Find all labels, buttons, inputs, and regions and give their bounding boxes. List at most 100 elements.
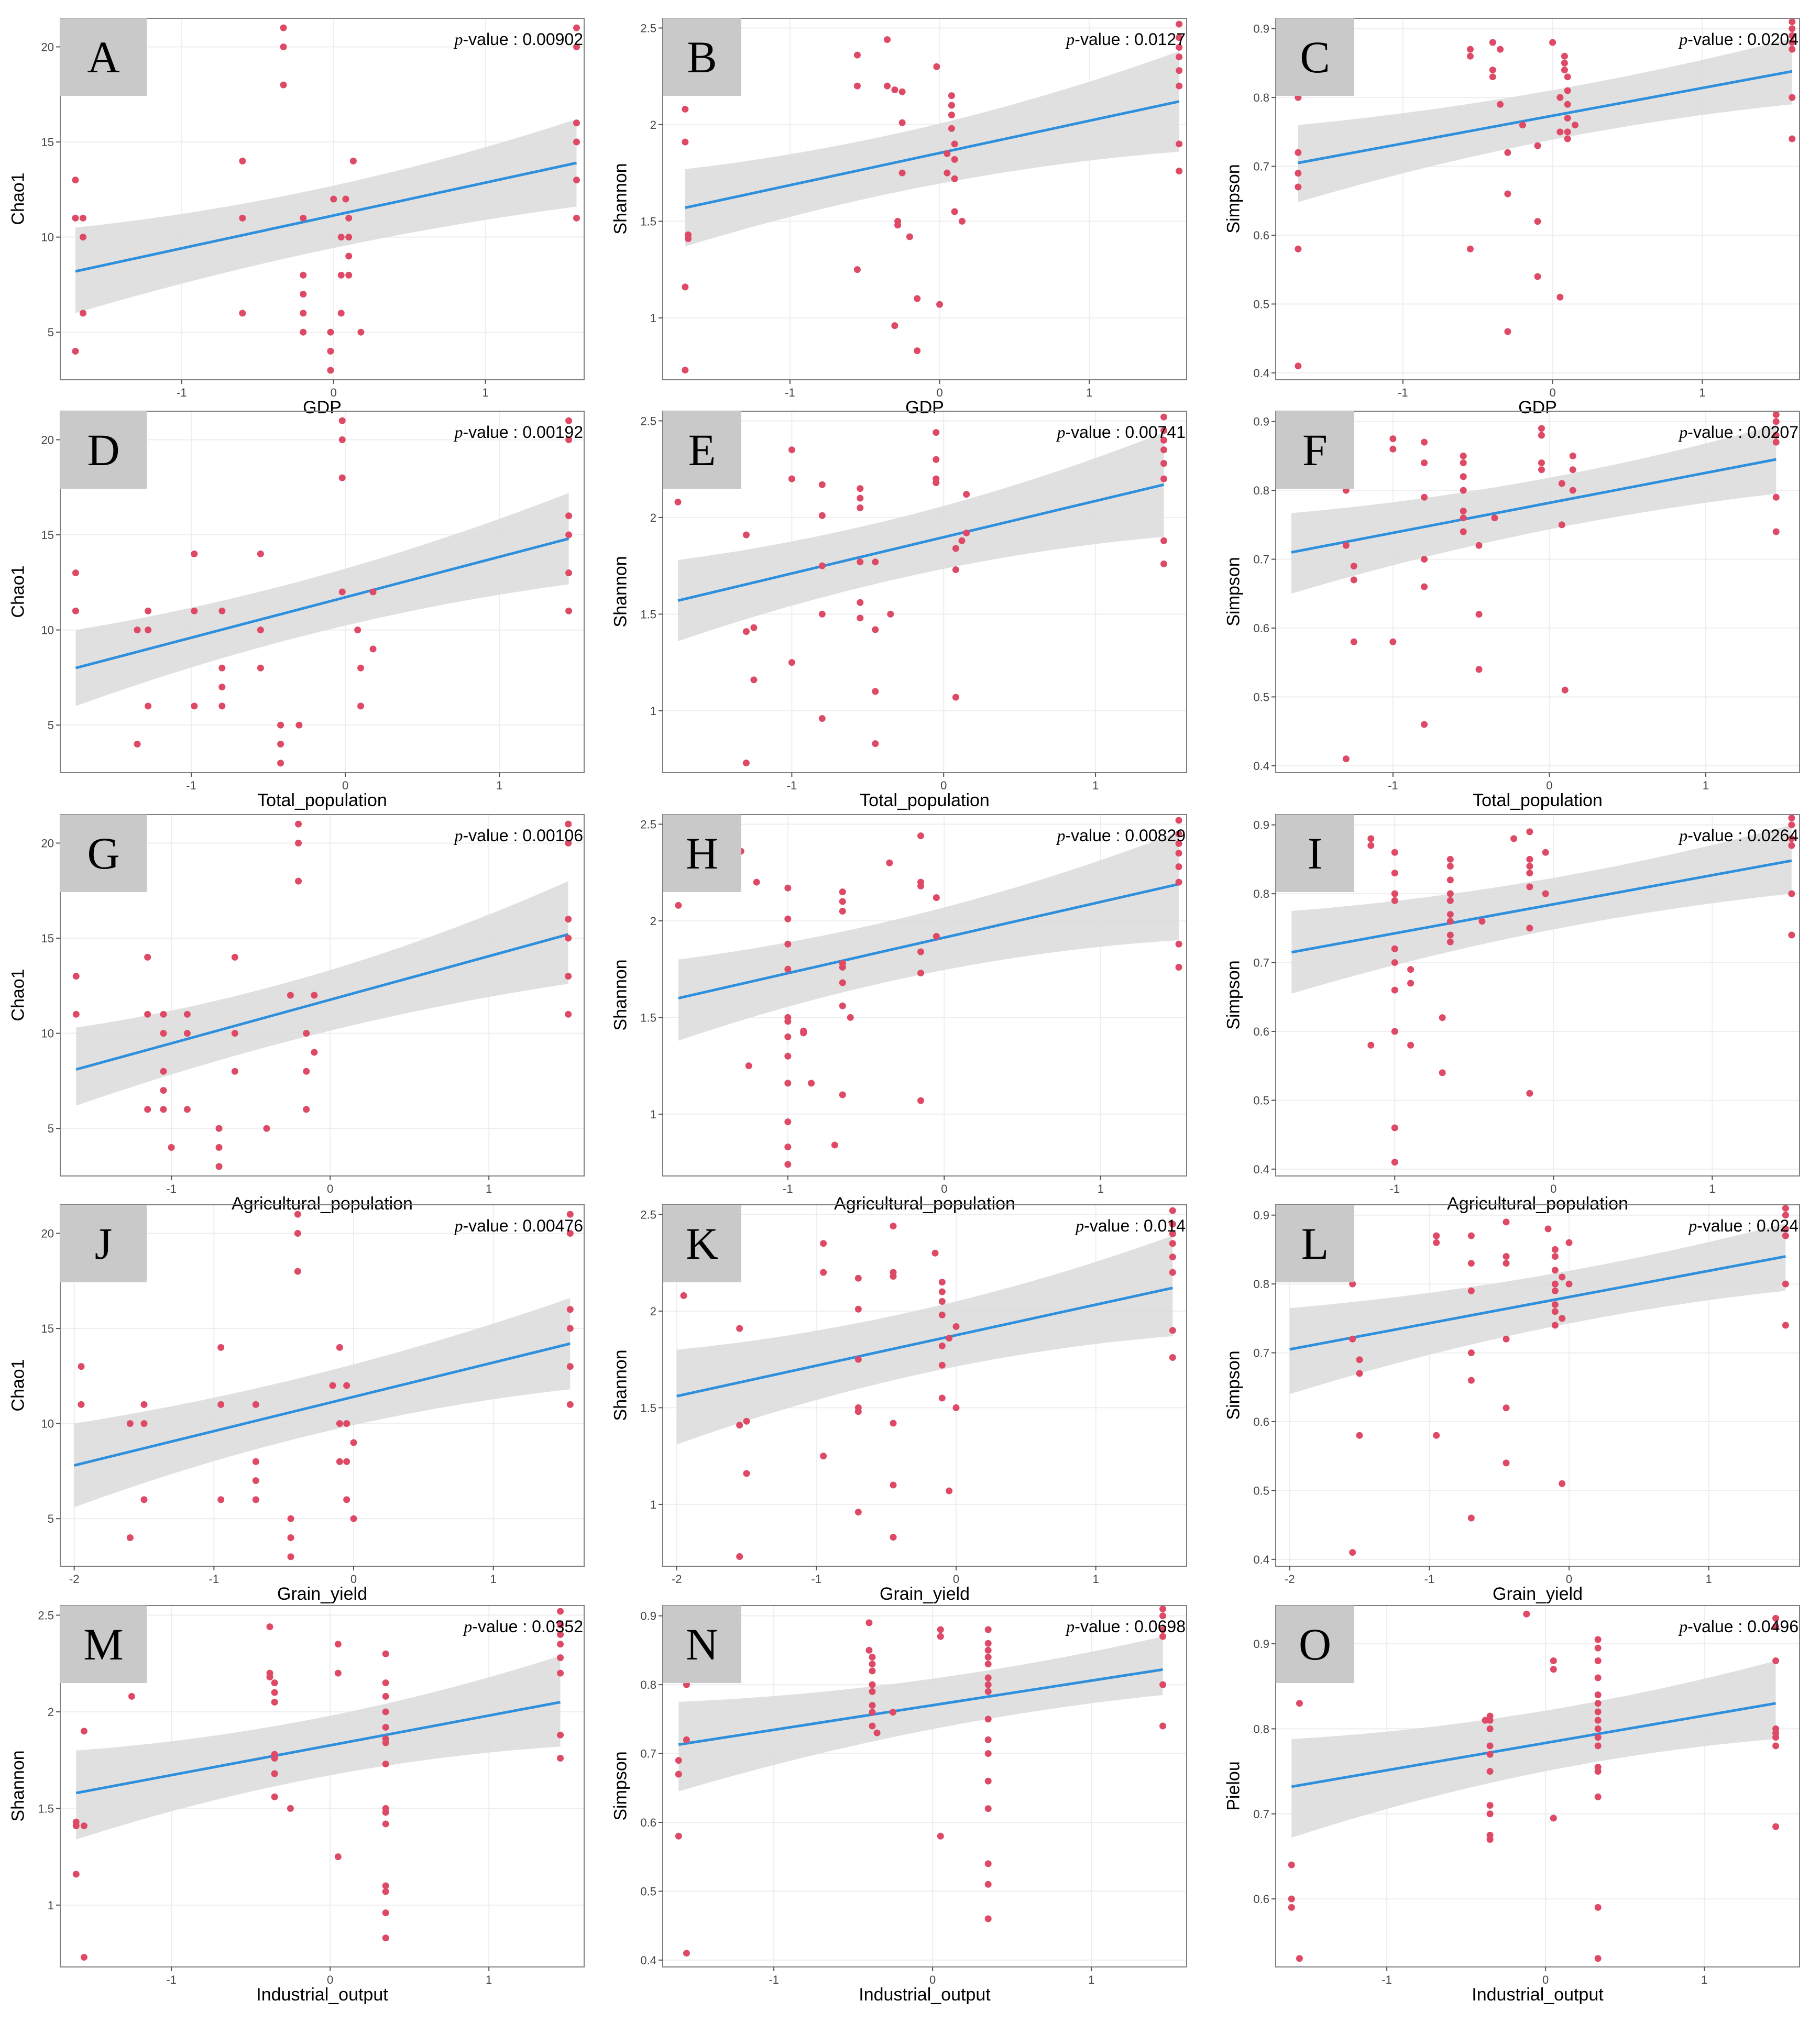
data-point bbox=[1788, 821, 1795, 829]
data-point bbox=[784, 884, 792, 892]
p-value-suffix: -value : bbox=[1687, 1617, 1748, 1636]
data-point bbox=[1504, 190, 1511, 197]
panel-label: E bbox=[663, 411, 741, 489]
p-value-suffix: -value : bbox=[1075, 30, 1135, 49]
p-value-annotation: p-value : 0.0698 bbox=[1066, 1617, 1186, 1636]
data-point bbox=[1421, 438, 1428, 446]
data-point bbox=[126, 1534, 134, 1542]
p-value-prefix: p bbox=[1066, 1617, 1075, 1636]
data-point bbox=[1367, 835, 1375, 842]
data-point bbox=[1169, 1254, 1176, 1261]
data-point bbox=[952, 545, 959, 552]
data-point bbox=[963, 491, 970, 498]
data-point bbox=[847, 1014, 854, 1021]
data-point bbox=[1288, 1895, 1295, 1903]
y-tick-label: 2.5 bbox=[640, 21, 656, 35]
data-point bbox=[742, 628, 750, 635]
data-point bbox=[337, 271, 345, 279]
x-tick-label: 1 bbox=[1086, 386, 1092, 399]
data-point bbox=[682, 283, 689, 291]
data-point bbox=[311, 992, 318, 999]
data-point bbox=[160, 1010, 167, 1018]
data-point bbox=[1295, 149, 1302, 156]
data-point bbox=[1789, 46, 1796, 53]
data-point bbox=[1526, 925, 1533, 932]
data-point bbox=[1421, 721, 1428, 728]
data-point bbox=[865, 1619, 873, 1626]
data-point bbox=[784, 1118, 792, 1126]
data-point bbox=[295, 877, 302, 885]
x-tick-label: -1 bbox=[812, 1573, 822, 1586]
data-point bbox=[1295, 362, 1302, 370]
x-tick-label: -1 bbox=[1398, 386, 1408, 399]
data-point bbox=[1788, 842, 1795, 849]
data-point bbox=[869, 1702, 876, 1709]
data-point bbox=[134, 626, 141, 634]
data-point bbox=[565, 436, 573, 443]
data-point bbox=[984, 1626, 992, 1633]
data-point bbox=[287, 992, 294, 999]
data-point bbox=[1176, 53, 1183, 61]
data-point bbox=[287, 1553, 294, 1560]
data-point bbox=[565, 973, 572, 980]
regression-line bbox=[677, 483, 1165, 602]
data-point bbox=[1296, 1955, 1303, 1962]
data-point bbox=[1176, 34, 1183, 41]
data-point bbox=[1169, 1327, 1176, 1334]
regression-line bbox=[1291, 859, 1792, 954]
data-point bbox=[1772, 411, 1780, 419]
data-point bbox=[839, 898, 846, 905]
x-tick-label: -2 bbox=[672, 1573, 682, 1586]
data-point bbox=[1421, 493, 1428, 501]
data-point bbox=[1486, 1835, 1494, 1843]
data-point bbox=[680, 1292, 687, 1299]
x-tick-label: -1 bbox=[209, 1573, 220, 1586]
y-tick-label: 10 bbox=[41, 231, 54, 244]
data-point bbox=[357, 702, 365, 710]
plot-area: -2 -1 0 1 1 1.5 2 2.5 bbox=[640, 1204, 1187, 1586]
data-point bbox=[566, 1401, 574, 1408]
data-point bbox=[1349, 1335, 1356, 1343]
data-point bbox=[736, 1553, 743, 1560]
data-point bbox=[1467, 1349, 1475, 1357]
y-tick-label: 0.9 bbox=[1253, 1637, 1269, 1651]
data-point bbox=[1789, 32, 1796, 39]
data-point bbox=[79, 234, 86, 241]
data-point bbox=[1788, 835, 1795, 842]
y-tick-label: 0.7 bbox=[1253, 1347, 1269, 1360]
y-tick-label: 15 bbox=[41, 136, 54, 149]
data-point bbox=[566, 1325, 574, 1332]
data-point bbox=[917, 832, 925, 840]
data-point bbox=[1486, 1742, 1494, 1750]
data-point bbox=[1497, 101, 1504, 108]
data-point bbox=[1526, 870, 1533, 877]
data-point bbox=[1772, 1614, 1780, 1622]
p-value-suffix: -value : bbox=[463, 423, 523, 442]
p-value: 0.00829 bbox=[1125, 826, 1186, 845]
data-point bbox=[1503, 1404, 1510, 1412]
confidence-band bbox=[677, 432, 1164, 642]
data-point bbox=[1446, 876, 1454, 884]
data-point bbox=[1564, 101, 1571, 108]
data-point bbox=[963, 529, 970, 536]
y-tick-label: 15 bbox=[41, 1322, 54, 1335]
panel-label: H bbox=[663, 815, 741, 892]
p-value-prefix: p bbox=[454, 30, 463, 49]
data-point bbox=[183, 1010, 191, 1018]
y-tick-label: 0.9 bbox=[1253, 819, 1269, 832]
x-tick-label: -1 bbox=[1382, 1973, 1392, 1986]
data-point bbox=[951, 175, 958, 182]
data-point bbox=[857, 494, 864, 502]
data-point bbox=[984, 1805, 992, 1812]
data-point bbox=[1475, 611, 1483, 618]
y-tick-label: 1 bbox=[650, 1498, 656, 1511]
data-point bbox=[1350, 563, 1357, 570]
data-point bbox=[1160, 446, 1168, 454]
data-point bbox=[1467, 1377, 1475, 1384]
data-point bbox=[1504, 149, 1511, 156]
y-tick-label: 0.8 bbox=[1253, 887, 1269, 900]
plot-frame bbox=[1275, 18, 1800, 380]
plot-area: -1 0 1 0.4 0.5 0.6 0.7 0.8 0.9 bbox=[1253, 411, 1800, 792]
data-point bbox=[140, 1496, 148, 1503]
data-point bbox=[72, 1871, 80, 1878]
